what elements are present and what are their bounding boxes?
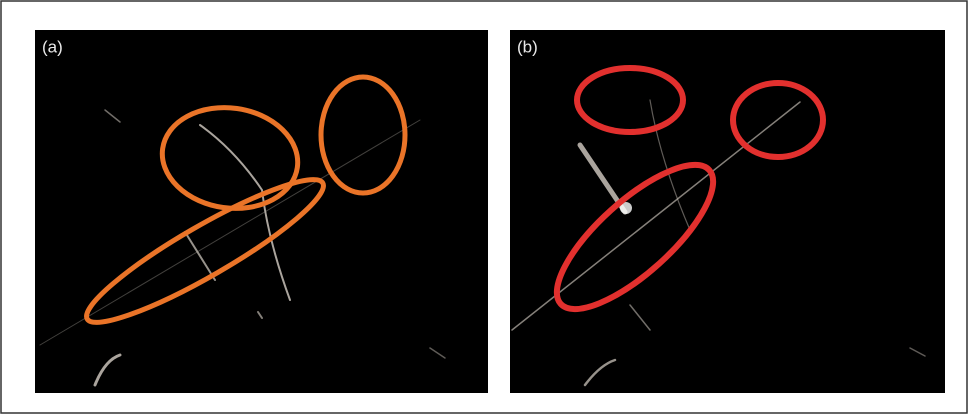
panel-a: (a) bbox=[35, 30, 488, 393]
panel-label: (a) bbox=[42, 37, 63, 56]
figure: (a) (b) bbox=[0, 0, 968, 414]
panel-b: (b) bbox=[510, 30, 945, 393]
panel-label: (b) bbox=[517, 37, 538, 56]
panel-image bbox=[510, 30, 945, 393]
page: {"panels": [{"label": "(a)"}, {"label": … bbox=[0, 0, 968, 414]
panel-image bbox=[35, 30, 488, 393]
